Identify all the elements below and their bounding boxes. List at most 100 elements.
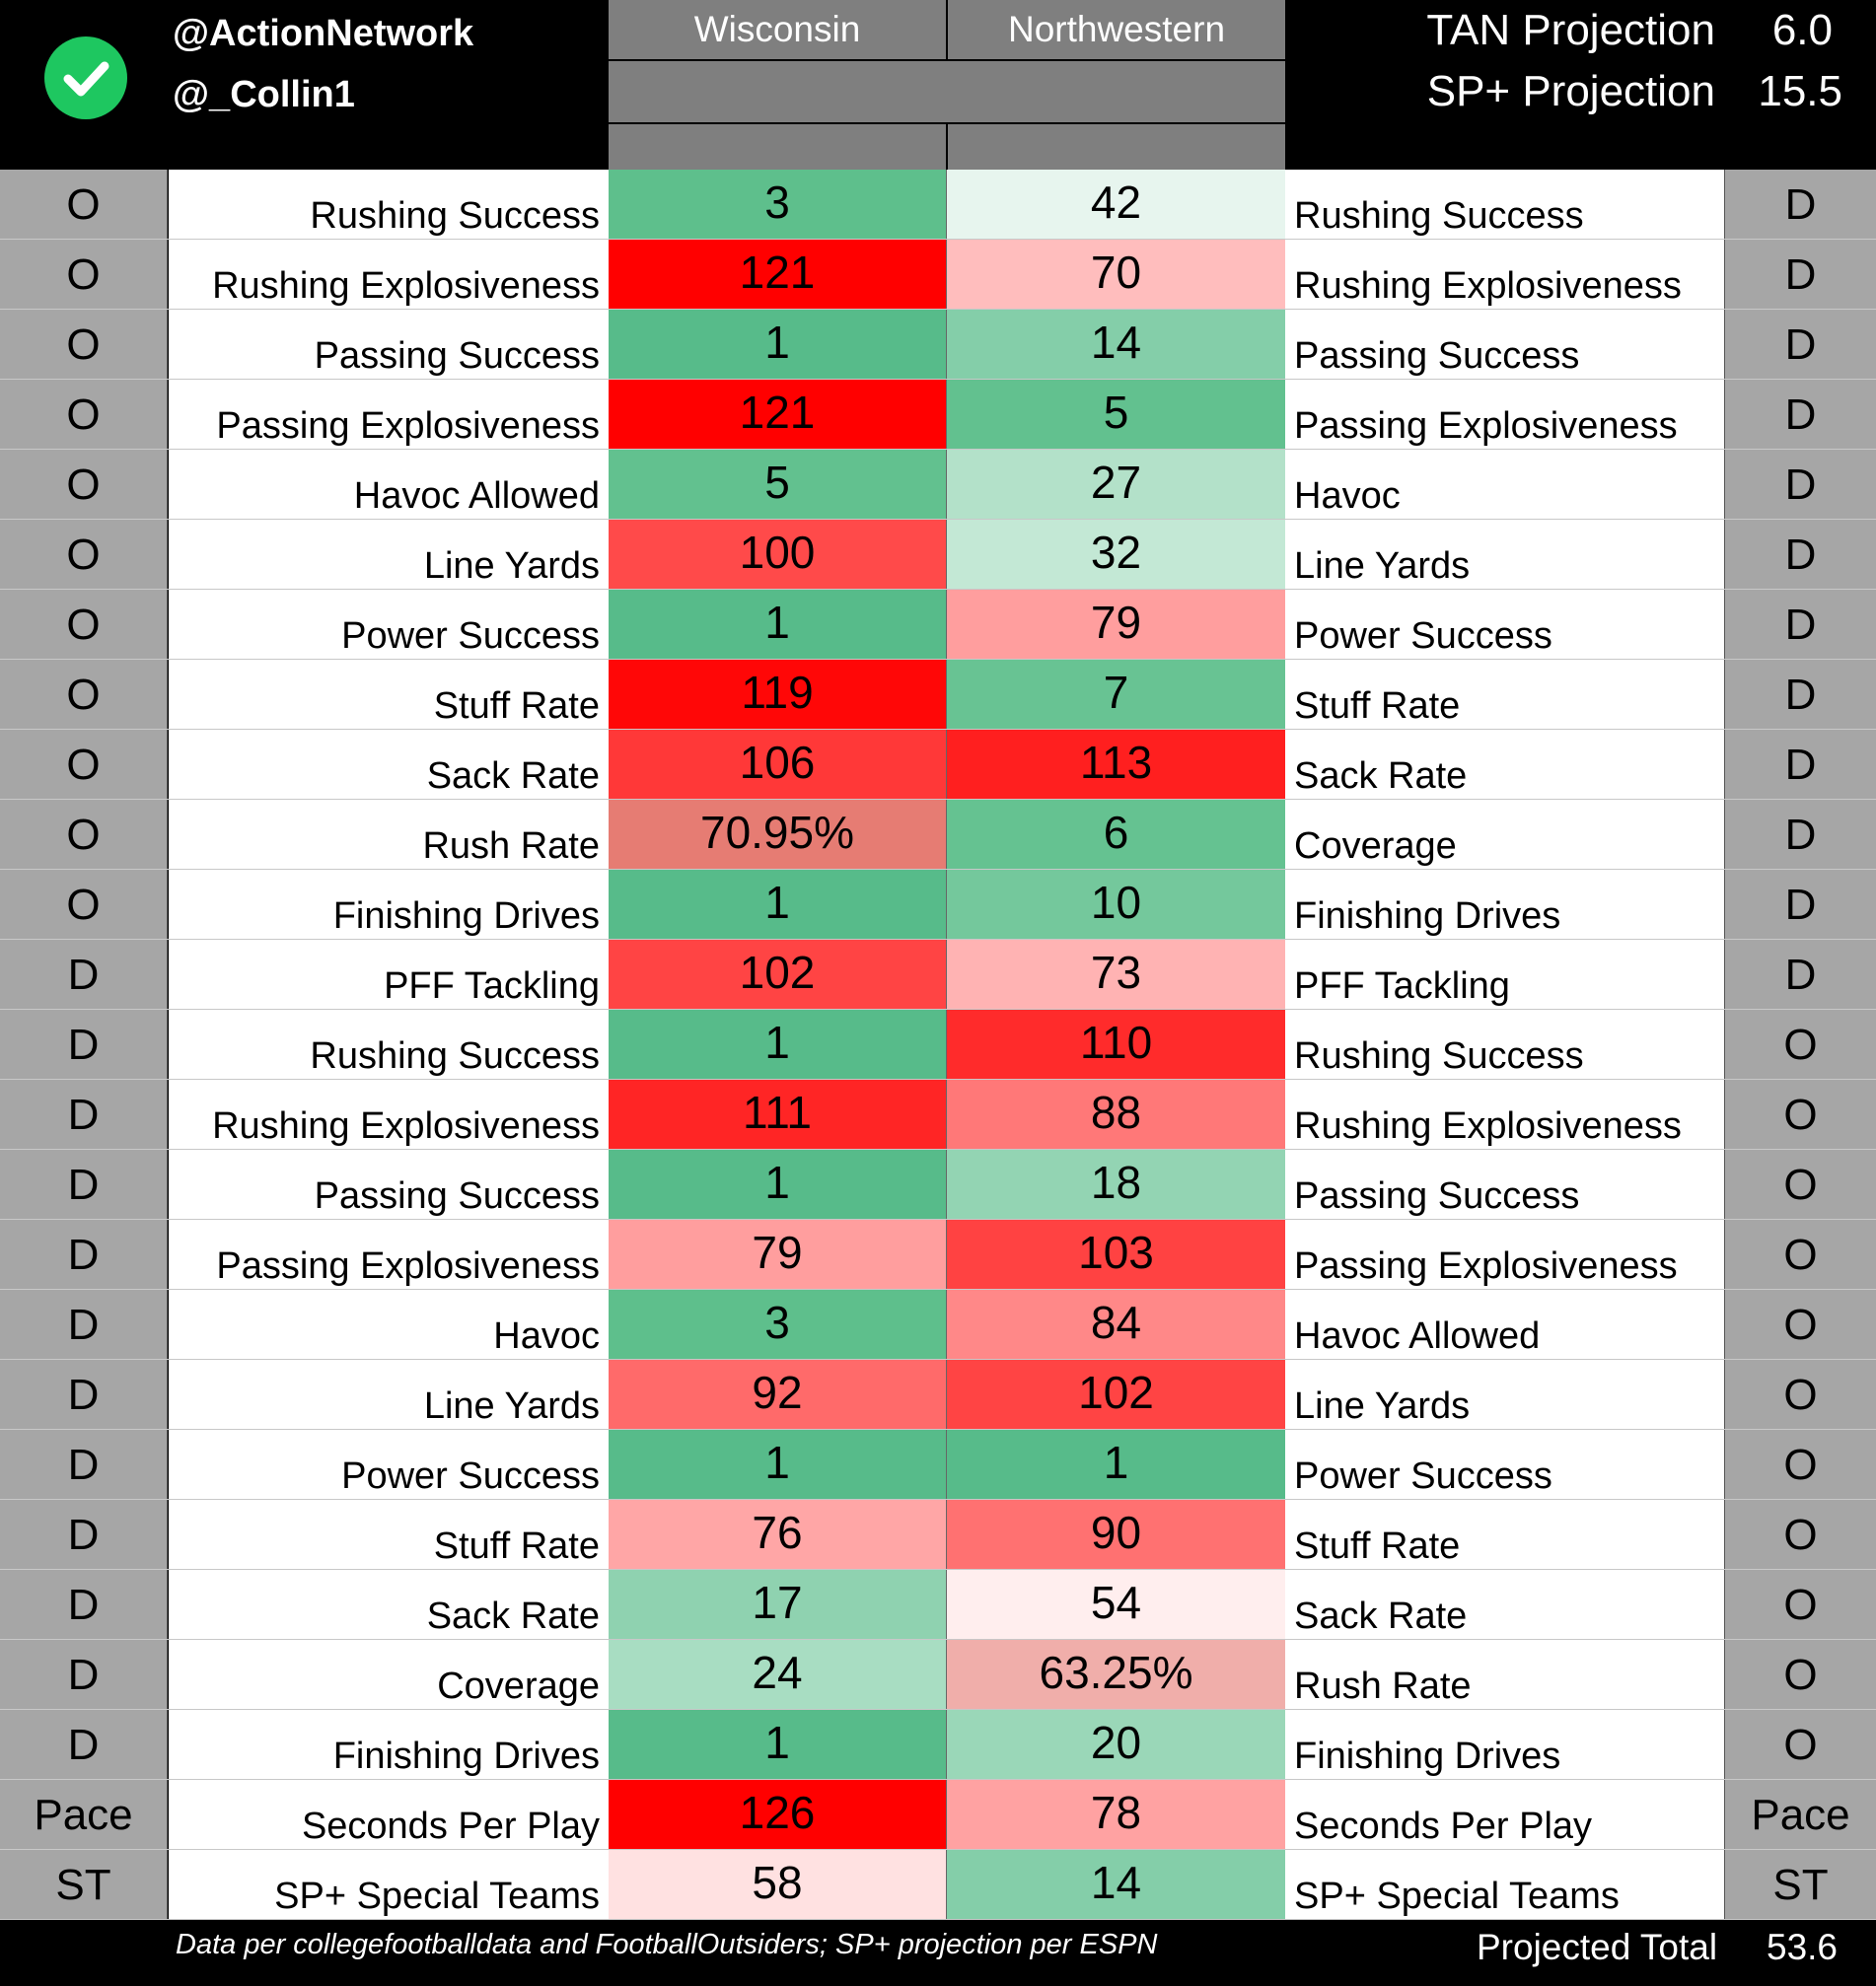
row-divider [0,1079,1876,1080]
unit-right: D [1724,940,1876,1010]
stat-label-right: Rushing Success [1285,1010,1724,1080]
stat-label-right: Sack Rate [1285,1570,1724,1640]
unit-right: D [1724,730,1876,800]
unit-right: D [1724,800,1876,870]
stat-label-right: SP+ Special Teams [1285,1850,1724,1920]
stat-label-left: Finishing Drives [169,870,609,940]
row-divider [0,869,1876,870]
unit-left: D [0,1710,168,1780]
table-row: D Rushing Explosiveness 111 88 Rushing Explo… [0,1080,1876,1150]
stat-label-left: Sack Rate [169,1570,609,1640]
northwestern-rank: 113 [947,730,1285,800]
stat-label-right: Passing Explosiveness [1285,380,1724,450]
row-divider [0,1359,1876,1360]
table-row: O Passing Explosiveness 121 5 Passing Explos… [0,380,1876,450]
stat-label-right: Line Yards [1285,1360,1724,1430]
table-row: D PFF Tackling 102 73 PFF Tackling D [0,940,1876,1010]
unit-right: ST [1724,1850,1876,1920]
northwestern-rank: 42 [947,170,1285,240]
header-band [609,61,1285,122]
northwestern-rank: 88 [947,1080,1285,1150]
northwestern-rank: 10 [947,870,1285,940]
wisconsin-rank: 126 [609,1780,947,1850]
stat-label-right: Power Success [1285,590,1724,660]
row-divider [0,729,1876,730]
unit-right: O [1724,1360,1876,1430]
source-note: Data per collegefootballdata and Footbal… [176,1929,1158,1960]
wisconsin-rank: 1 [609,870,947,940]
wisconsin-rank: 111 [609,1080,947,1150]
table-row: D Coverage 24 63.25% Rush Rate O [0,1640,1876,1710]
unit-right: O [1724,1220,1876,1290]
stat-label-left: Havoc [169,1290,609,1360]
unit-left: Pace [0,1780,168,1850]
stat-label-left: Passing Explosiveness [169,1220,609,1290]
northwestern-rank: 103 [947,1220,1285,1290]
unit-left: D [0,1290,168,1360]
table-row: O Stuff Rate 119 7 Stuff Rate D [0,660,1876,730]
stat-label-right: Havoc [1285,450,1724,520]
row-divider [0,1849,1876,1850]
stat-label-left: Passing Explosiveness [169,380,609,450]
table-row: ST SP+ Special Teams 58 14 SP+ Special Teams… [0,1850,1876,1920]
sp-projection-value: 15.5 [1758,67,1842,115]
header-right [1285,0,1876,170]
stat-label-right: Passing Explosiveness [1285,1220,1724,1290]
unit-right: D [1724,520,1876,590]
northwestern-rank: 5 [947,380,1285,450]
wisconsin-rank: 1 [609,1710,947,1780]
tan-projection-value: 6.0 [1771,6,1833,54]
header-band-left [609,124,946,170]
northwestern-rank: 90 [947,1500,1285,1570]
row-divider [0,1289,1876,1290]
stat-label-right: Power Success [1285,1430,1724,1500]
row-divider [0,1429,1876,1430]
stat-label-left: Rushing Success [169,1010,609,1080]
stat-label-right: Rushing Explosiveness [1285,1080,1724,1150]
stat-label-left: SP+ Special Teams [169,1850,609,1920]
table-row: D Stuff Rate 76 90 Stuff Rate O [0,1500,1876,1570]
unit-right: O [1724,1150,1876,1220]
northwestern-rank: 1 [947,1430,1285,1500]
wisconsin-rank: 1 [609,590,947,660]
row-divider [0,799,1876,800]
table-row: D Rushing Success 1 110 Rushing Success O [0,1010,1876,1080]
unit-left: O [0,590,168,660]
row-divider [0,1919,1876,1920]
northwestern-rank: 102 [947,1360,1285,1430]
unit-right: D [1724,170,1876,240]
table-row: O Line Yards 100 32 Line Yards D [0,520,1876,590]
row-divider [0,659,1876,660]
northwestern-rank: 110 [947,1010,1285,1080]
unit-left: D [0,1220,168,1290]
unit-right: O [1724,1080,1876,1150]
table-row: D Passing Explosiveness 79 103 Passing Explo… [0,1220,1876,1290]
wisconsin-rank: 100 [609,520,947,590]
unit-left: D [0,1150,168,1220]
wisconsin-rank: 92 [609,1360,947,1430]
unit-left: O [0,170,168,240]
northwestern-rank: 20 [947,1710,1285,1780]
unit-left: D [0,1500,168,1570]
unit-right: O [1724,1010,1876,1080]
stat-label-left: Sack Rate [169,730,609,800]
wisconsin-rank: 79 [609,1220,947,1290]
northwestern-rank: 27 [947,450,1285,520]
table-row: D Passing Success 1 18 Passing Success O [0,1150,1876,1220]
northwestern-rank: 63.25% [947,1640,1285,1710]
unit-right: O [1724,1570,1876,1640]
unit-left: D [0,1570,168,1640]
wisconsin-rank: 24 [609,1640,947,1710]
wisconsin-rank: 106 [609,730,947,800]
unit-left: D [0,1430,168,1500]
unit-left: O [0,380,168,450]
northwestern-rank: 14 [947,1850,1285,1920]
stat-label-left: Rushing Explosiveness [169,1080,609,1150]
row-divider [0,939,1876,940]
handle-collin: @_Collin1 [173,74,355,115]
stat-label-right: Rushing Success [1285,170,1724,240]
table-row: D Sack Rate 17 54 Sack Rate O [0,1570,1876,1640]
northwestern-rank: 54 [947,1570,1285,1640]
stat-label-right: Finishing Drives [1285,1710,1724,1780]
